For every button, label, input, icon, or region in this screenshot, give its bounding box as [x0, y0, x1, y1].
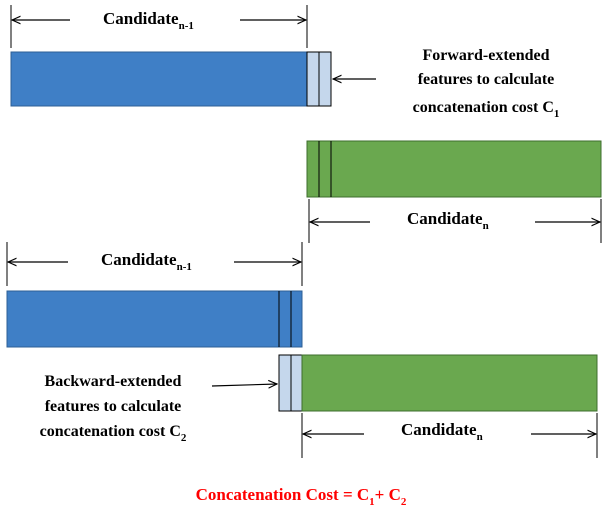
top-candidate-next-bar [306, 140, 602, 198]
bottom-candidate-prev-bar [6, 290, 303, 348]
svg-text:Forward-extended: Forward-extended [422, 47, 549, 64]
bottom-candidate-next-dimension: Candidaten [301, 413, 598, 458]
svg-text:Backward-extended: Backward-extended [45, 373, 182, 390]
concatenation-cost-formula: Concatenation Cost = C1+ C2 [196, 485, 407, 508]
svg-text:features to calculate: features to calculate [418, 71, 555, 88]
top-candidate-prev-label: Candidaten-1 [103, 9, 194, 32]
top-candidate-prev-dimension: Candidaten-1 [10, 5, 308, 48]
top-candidate-prev-bar [10, 51, 308, 107]
forward-annotation: Forward-extended features to calculate c… [413, 47, 560, 120]
top-candidate-next-label: Candidaten [407, 209, 489, 232]
svg-text:features to calculate: features to calculate [45, 398, 182, 415]
bottom-candidate-next-label: Candidaten [401, 420, 483, 443]
svg-text:concatenation cost C1: concatenation cost C1 [413, 99, 560, 120]
svg-text:concatenation cost C2: concatenation cost C2 [40, 423, 187, 444]
top-candidate-next-dimension: Candidaten [308, 199, 602, 243]
backward-annotation-arrow [211, 384, 277, 386]
bottom-candidate-prev-label: Candidaten-1 [101, 250, 192, 273]
bottom-candidate-next-bar [301, 354, 598, 412]
backward-annotation: Backward-extended features to calculate … [40, 373, 187, 444]
bottom-candidate-prev-dimension: Candidaten-1 [6, 242, 303, 286]
